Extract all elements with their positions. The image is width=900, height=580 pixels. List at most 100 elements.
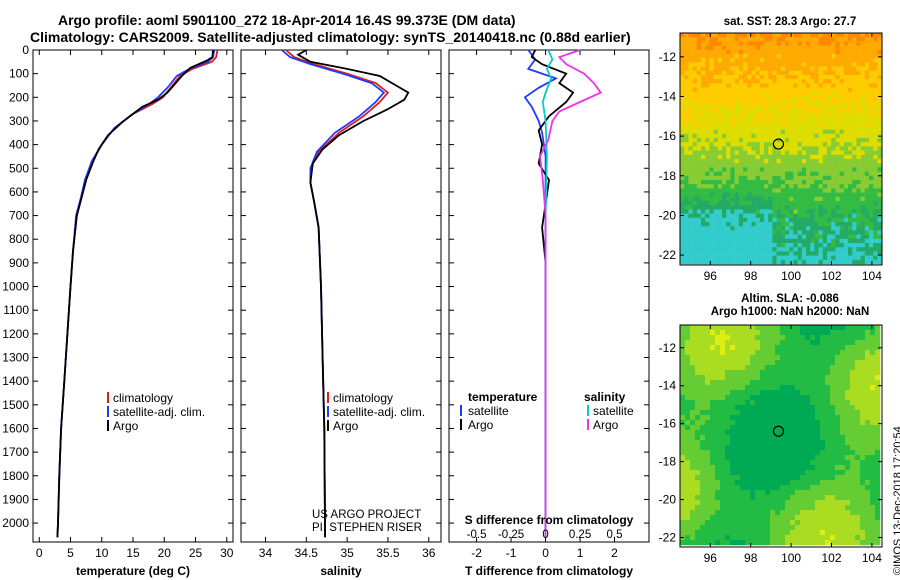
map-cell — [722, 108, 727, 114]
map-cell — [751, 33, 756, 38]
map-cell — [734, 184, 740, 189]
map-cell — [726, 112, 731, 118]
map-cell — [806, 201, 811, 206]
map-cell — [831, 45, 836, 51]
map-cell — [730, 70, 735, 76]
map-cell — [765, 410, 771, 416]
map-cell — [759, 91, 765, 97]
map-cell — [840, 535, 846, 541]
map-cell — [869, 121, 874, 126]
map-cell — [835, 230, 840, 235]
map-cell — [848, 96, 853, 101]
map-cell — [735, 425, 741, 431]
map-cell — [738, 83, 744, 88]
map-cell — [815, 490, 821, 496]
map-cell — [789, 133, 794, 139]
map-cell — [870, 495, 876, 501]
map-cell — [839, 154, 845, 160]
map-cell — [734, 255, 740, 261]
map-cell — [810, 355, 816, 361]
map-cell — [717, 133, 723, 139]
map-cell — [789, 205, 794, 210]
map-cell — [772, 259, 777, 265]
map-cell — [717, 121, 723, 126]
map-cell — [875, 375, 881, 381]
map-cell — [722, 226, 727, 231]
map-cell — [730, 205, 735, 210]
map-cell — [835, 500, 841, 506]
map-cell — [873, 238, 878, 244]
map-cell — [850, 460, 856, 466]
map-cell — [805, 365, 811, 371]
map-cell — [745, 400, 751, 406]
map-cell — [805, 510, 811, 516]
map-cell — [795, 485, 801, 491]
map-cell — [701, 234, 706, 240]
y-tick-label: 1900 — [2, 492, 29, 506]
map-cell — [700, 440, 706, 446]
map-cell — [696, 96, 702, 101]
map-cell — [725, 405, 731, 411]
map-cell — [725, 495, 731, 501]
map-cell — [701, 163, 706, 168]
map-cell — [759, 54, 765, 59]
map-cell — [800, 400, 806, 406]
map-cell — [822, 33, 828, 38]
map-cell — [810, 66, 815, 72]
map-cell — [843, 171, 849, 177]
x-tick-label: -2 — [471, 546, 482, 560]
map-cell — [726, 184, 731, 189]
map-cell — [848, 121, 853, 126]
map-cell — [822, 125, 828, 130]
map-cell — [785, 400, 791, 406]
map-cell — [680, 70, 685, 76]
map-cell — [701, 247, 706, 252]
map-cell — [875, 340, 881, 346]
map-cell — [720, 335, 726, 341]
map-cell — [750, 480, 756, 486]
map-cell — [690, 330, 696, 336]
map-cell — [740, 495, 746, 501]
map-cell — [793, 41, 798, 46]
map-cell — [730, 96, 735, 101]
map-cell — [843, 192, 849, 198]
map-cell — [848, 75, 853, 80]
map-cell — [692, 175, 698, 181]
map-cell — [860, 370, 866, 376]
map-cell — [680, 530, 686, 536]
map-cell — [830, 350, 836, 356]
map-cell — [776, 100, 782, 105]
map-cell — [768, 171, 773, 177]
map-cell — [755, 108, 761, 114]
map-cell — [822, 230, 828, 235]
map-cell — [690, 490, 696, 496]
map-cell — [685, 415, 691, 421]
map-cell — [835, 117, 840, 122]
map-cell — [717, 96, 723, 101]
map-cell — [855, 500, 861, 506]
map-cell — [740, 325, 746, 331]
map-cell — [717, 79, 723, 84]
map-cell — [790, 430, 796, 436]
map-cell — [806, 159, 811, 164]
map-cell — [835, 480, 841, 486]
map-cell — [835, 370, 841, 376]
map-cell — [855, 465, 861, 471]
map-cell — [806, 205, 811, 210]
map-cell — [820, 355, 826, 361]
map-cell — [877, 49, 882, 55]
map-cell — [806, 234, 811, 240]
map-cell — [690, 435, 696, 441]
map-cell — [701, 142, 706, 147]
map-cell — [831, 222, 836, 227]
map-cell — [734, 159, 740, 164]
map-cell — [743, 96, 748, 101]
map-cell — [860, 217, 866, 223]
map-cell — [696, 108, 702, 114]
map-cell — [684, 62, 689, 67]
map-cell — [690, 375, 696, 381]
map-cell — [835, 154, 840, 160]
map-cell — [710, 370, 716, 376]
map-cell — [810, 96, 815, 101]
map-cell — [709, 222, 714, 227]
